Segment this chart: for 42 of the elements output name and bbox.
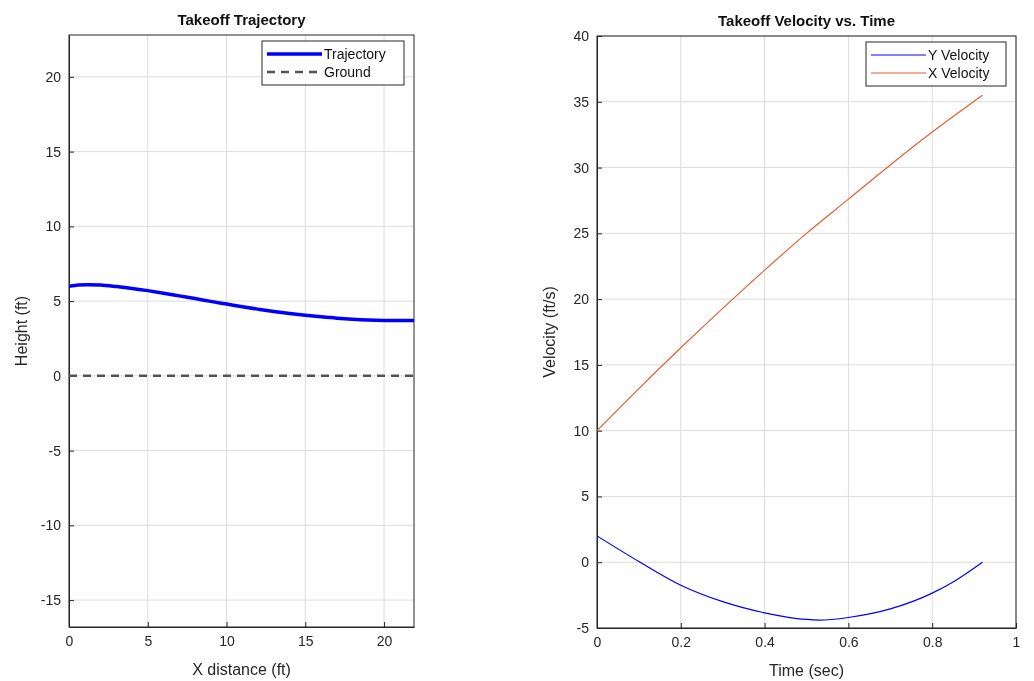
legend-label: Trajectory [324,46,386,62]
x-tick-label: 0.4 [755,633,776,650]
y-tick-label: 5 [581,488,590,505]
y-tick-label: 25 [573,225,590,242]
y-tick-label: -10 [40,517,62,534]
x-tick-label: 15 [298,632,314,649]
line-series [597,535,984,621]
x-tick-label: 0.2 [671,633,692,650]
y-tick-label: 10 [45,218,62,235]
y-tick-label: 15 [45,143,62,160]
legend-label: X Velocity [928,65,990,81]
y-tick-label: 5 [53,293,62,310]
y-tick-label: -5 [48,442,62,459]
y-tick-label: -15 [40,592,62,609]
y-axis-title: Velocity (ft/s) [541,286,558,378]
line-series [69,282,414,323]
x-tick-label: 0.8 [922,633,943,650]
x-tick-label: 1 [1012,633,1021,650]
y-tick-label: 0 [581,554,590,571]
y-tick-label: 15 [573,356,590,373]
x-tick-label: 0 [593,633,602,650]
line-series [597,94,984,432]
y-tick-label: 20 [573,291,590,308]
y-axis-title: Height (ft) [13,295,30,367]
x-axis-title: Time (sec) [769,662,844,679]
x-tick-label: 0 [65,632,74,649]
y-tick-label: -5 [576,619,590,636]
y-tick-label: 35 [573,93,590,110]
legend-label: Ground [324,64,371,80]
y-tick-label: 0 [53,367,62,384]
x-tick-label: 5 [144,632,153,649]
x-tick-label: 0.6 [839,633,859,650]
x-axis-title: X distance (ft) [192,661,291,678]
y-tick-label: 40 [573,27,590,44]
y-tick-label: 10 [573,422,590,439]
y-tick-label: 30 [573,159,590,176]
x-tick-label: 10 [219,632,236,649]
y-tick-label: 20 [45,68,62,85]
x-tick-label: 20 [376,632,393,649]
legend-label: Y Velocity [928,47,990,63]
chart-title: Takeoff Velocity vs. Time [717,12,896,29]
chart-title: Takeoff Trajectory [177,11,307,28]
